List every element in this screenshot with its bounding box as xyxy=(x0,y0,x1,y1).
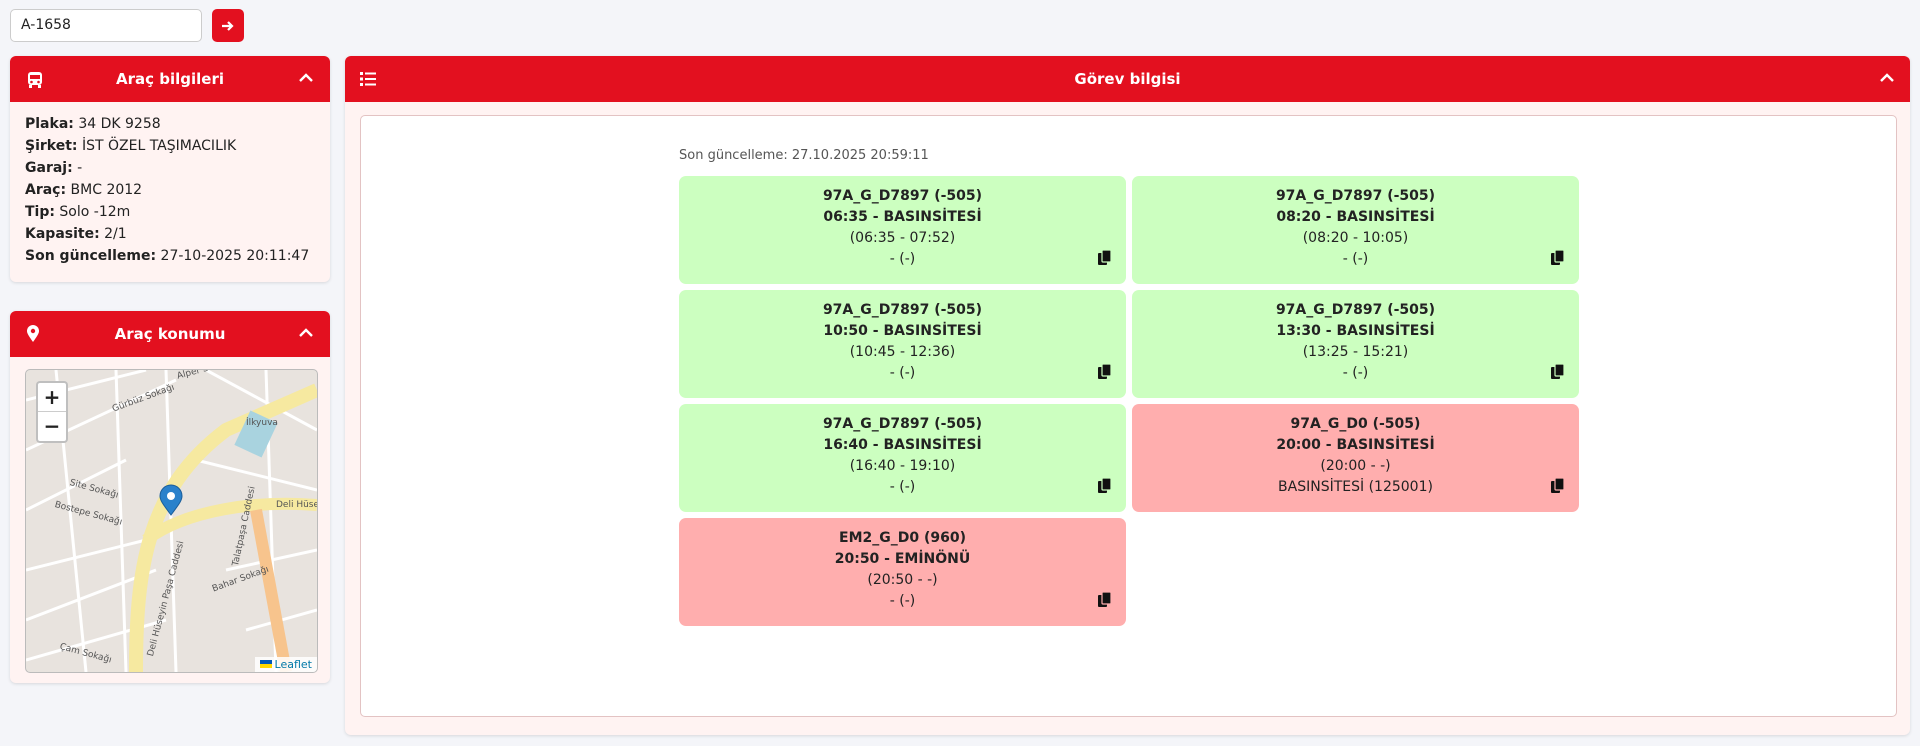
card-line: 97A_G_D0 (-505) xyxy=(1290,416,1421,432)
info-row: Araç: BMC 2012 xyxy=(25,182,142,198)
card-line: (06:35 - 07:52) xyxy=(849,230,956,246)
copy-icon[interactable] xyxy=(1098,591,1112,608)
card-line: 97A_G_D7897 (-505) xyxy=(1275,188,1436,204)
collapse-icon[interactable] xyxy=(299,73,313,83)
card-line: - (-) xyxy=(889,365,916,381)
copy-icon[interactable] xyxy=(1098,477,1112,494)
map[interactable]: Deli Hüseyin Paşa Caddesi Talatpaşa Cadde… xyxy=(25,369,318,673)
task-card: 97A_G_D7897 (-505) 08:20 - BASINSİTESİ (08… xyxy=(1132,176,1579,284)
collapse-icon[interactable] xyxy=(1880,73,1894,83)
card-line: 97A_G_D7897 (-505) xyxy=(822,416,983,432)
tasks-body: Son güncelleme: 27.10.2025 20:59:11 97A_… xyxy=(360,115,1897,717)
panel-title: Araç bilgileri xyxy=(116,70,224,88)
collapse-icon[interactable] xyxy=(299,328,313,338)
card-line: BASINSİTESİ (125001) xyxy=(1278,479,1433,495)
search-button[interactable] xyxy=(212,9,244,42)
card-line: (20:50 - -) xyxy=(867,572,938,588)
task-card: 97A_G_D7897 (-505) 10:50 - BASINSİTESİ (10… xyxy=(679,290,1126,398)
arrow-icon xyxy=(222,20,234,31)
info-label: Son güncelleme: xyxy=(25,248,157,264)
panel-header[interactable]: Görev bilgisi xyxy=(345,56,1910,102)
info-label: Plaka: xyxy=(25,116,74,132)
card-line: - (-) xyxy=(889,479,916,495)
task-card: 97A_G_D7897 (-505) 13:30 - BASINSİTESİ (13… xyxy=(1132,290,1579,398)
info-value: Solo -12m xyxy=(59,204,131,220)
card-line: - (-) xyxy=(889,593,916,609)
panel-header[interactable]: Araç bilgileri xyxy=(10,56,330,102)
map-attribution[interactable]: Leaflet xyxy=(254,657,317,672)
info-row: Plaka: 34 DK 9258 xyxy=(25,116,161,132)
bus-icon xyxy=(28,72,42,88)
card-line: 16:40 - BASINSİTESİ xyxy=(823,437,982,453)
copy-icon[interactable] xyxy=(1098,249,1112,266)
pin-icon xyxy=(27,325,39,342)
vehicle-panel: Araç bilgileri Plaka: 34 DK 9258 Şirket: … xyxy=(10,56,330,282)
info-label: Tip: xyxy=(25,204,55,220)
panel-header[interactable]: Araç konumu xyxy=(10,311,330,357)
card-line: EM2_G_D0 (960) xyxy=(839,530,966,546)
card-line: 06:35 - BASINSİTESİ xyxy=(823,209,982,225)
card-line: (08:20 - 10:05) xyxy=(1302,230,1409,246)
card-line: 13:30 - BASINSİTESİ xyxy=(1276,323,1435,339)
attribution-link[interactable]: Leaflet xyxy=(274,658,312,671)
info-row: Tip: Solo -12m xyxy=(25,204,130,220)
task-card: EM2_G_D0 (960) 20:50 - EMİNÖNÜ (20:50 - -)… xyxy=(679,518,1126,626)
info-row: Garaj: - xyxy=(25,160,82,176)
copy-icon[interactable] xyxy=(1098,363,1112,380)
card-line: 20:50 - EMİNÖNÜ xyxy=(834,551,971,567)
card-line: 97A_G_D7897 (-505) xyxy=(822,302,983,318)
info-label: Şirket: xyxy=(25,138,78,154)
card-line: (13:25 - 15:21) xyxy=(1302,344,1409,360)
card-line: 97A_G_D7897 (-505) xyxy=(1275,302,1436,318)
zoom-out[interactable]: − xyxy=(43,414,61,438)
info-row: Kapasite: 2/1 xyxy=(25,226,127,242)
location-panel: Araç konumu Deli Hüseyin Paşa Caddesi Tal… xyxy=(10,311,330,683)
card-line: 20:00 - BASINSİTESİ xyxy=(1276,437,1435,453)
info-label: Araç: xyxy=(25,182,67,198)
task-card: 97A_G_D0 (-505) 20:00 - BASINSİTESİ (20:00… xyxy=(1132,404,1579,512)
card-line: (20:00 - -) xyxy=(1320,458,1391,474)
info-value: 34 DK 9258 xyxy=(78,116,161,132)
task-card: 97A_G_D7897 (-505) 16:40 - BASINSİTESİ (16… xyxy=(679,404,1126,512)
copy-icon[interactable] xyxy=(1551,477,1565,494)
tasks-panel: Görev bilgisi Son güncelleme: 27.10.2025… xyxy=(345,56,1910,735)
card-line: - (-) xyxy=(889,251,916,267)
card-line: - (-) xyxy=(1342,365,1369,381)
card-line: - (-) xyxy=(1342,251,1369,267)
list-icon xyxy=(360,72,376,86)
zoom-in[interactable]: + xyxy=(38,383,66,412)
card-line: 10:50 - BASINSİTESİ xyxy=(823,323,982,339)
map-label: İlkyuva xyxy=(246,418,278,428)
info-label: Kapasite: xyxy=(25,226,100,242)
card-line: (10:45 - 12:36) xyxy=(849,344,956,360)
last-update: Son güncelleme: 27.10.2025 20:59:11 xyxy=(679,148,929,163)
card-line: 08:20 - BASINSİTESİ xyxy=(1276,209,1435,225)
info-value: İST ÖZEL TAŞIMACILIK xyxy=(81,138,237,154)
info-value: 2/1 xyxy=(104,226,127,242)
info-row: Şirket: İST ÖZEL TAŞIMACILIK xyxy=(25,138,236,154)
map-tiles xyxy=(26,370,317,672)
info-value: 27-10-2025 20:11:47 xyxy=(160,248,310,264)
vehicle-search-input[interactable]: A-1658 xyxy=(10,9,202,42)
task-card: 97A_G_D7897 (-505) 06:35 - BASINSİTESİ (06… xyxy=(679,176,1126,284)
copy-icon[interactable] xyxy=(1551,249,1565,266)
copy-icon[interactable] xyxy=(1551,363,1565,380)
info-value: - xyxy=(77,160,83,176)
panel-title: Görev bilgisi xyxy=(1074,70,1181,88)
map-label: Deli Hüsey xyxy=(276,500,317,510)
card-line: (16:40 - 19:10) xyxy=(849,458,956,474)
info-row: Son güncelleme: 27-10-2025 20:11:47 xyxy=(25,248,309,264)
info-value: BMC 2012 xyxy=(70,182,143,198)
card-line: 97A_G_D7897 (-505) xyxy=(822,188,983,204)
panel-title: Araç konumu xyxy=(114,325,226,343)
info-label: Garaj: xyxy=(25,160,73,176)
